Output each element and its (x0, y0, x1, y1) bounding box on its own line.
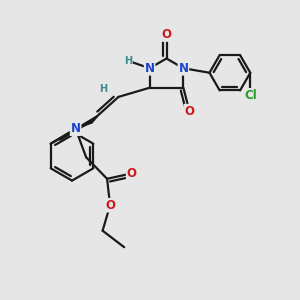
Text: N: N (70, 122, 81, 135)
Text: H: H (124, 56, 132, 66)
Text: O: O (127, 167, 137, 180)
Text: H: H (99, 84, 108, 94)
Text: O: O (184, 105, 194, 118)
Text: O: O (105, 199, 115, 212)
Text: N: N (145, 62, 154, 75)
Text: N: N (178, 62, 188, 75)
Text: Cl: Cl (244, 89, 257, 102)
Text: O: O (161, 28, 172, 41)
